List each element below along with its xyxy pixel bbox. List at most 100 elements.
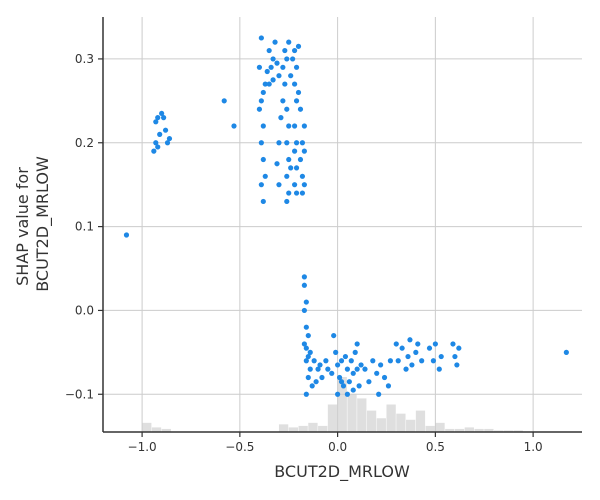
data-point (299, 140, 306, 146)
histogram-bar (406, 419, 416, 432)
data-point (270, 77, 276, 83)
data-point (282, 81, 288, 87)
data-point (319, 374, 325, 381)
data-point (301, 148, 307, 154)
data-point (303, 345, 309, 351)
histogram-bar (161, 428, 171, 432)
data-point (280, 64, 286, 70)
data-point (340, 383, 347, 389)
data-point (260, 198, 266, 205)
data-point (282, 47, 288, 54)
data-point (272, 39, 278, 45)
histogram-bar (386, 404, 396, 432)
data-point (274, 161, 280, 167)
histogram-bar (142, 422, 152, 432)
data-point (399, 345, 405, 351)
data-point (405, 353, 411, 360)
data-point (395, 358, 401, 364)
histogram-bar (376, 418, 386, 432)
data-point (346, 379, 352, 385)
data-point (301, 282, 307, 288)
data-point (260, 123, 266, 129)
data-point (356, 383, 362, 389)
x-tick-label: 0.5 (426, 440, 445, 454)
data-point (301, 274, 307, 280)
x-axis-title: BCUT2D_MRLOW (274, 462, 410, 482)
data-point (362, 366, 368, 372)
data-point (231, 123, 237, 129)
tick-marks (98, 58, 534, 437)
data-point (155, 115, 161, 121)
histogram-bar (513, 430, 523, 432)
data-point (166, 135, 173, 142)
data-point (292, 47, 298, 54)
data-point (311, 358, 317, 364)
data-point (438, 353, 444, 360)
data-point (293, 140, 300, 146)
data-point (256, 106, 263, 112)
y-axis-title: SHAP value for BCUT2D_MRLOW (13, 156, 53, 292)
histogram-bar (435, 422, 445, 432)
data-point (161, 115, 167, 121)
histogram-bar (318, 425, 328, 432)
histogram-bar (415, 410, 426, 432)
y-tick-label: 0.3 (75, 52, 94, 66)
data-point (292, 81, 298, 87)
y-tick-label: 0.1 (75, 220, 94, 234)
data-point (159, 110, 165, 117)
data-point (344, 391, 350, 397)
data-point (313, 379, 319, 385)
data-point (262, 81, 268, 87)
data-point (293, 165, 300, 171)
data-point (286, 39, 292, 45)
data-point (157, 131, 163, 137)
data-point (266, 81, 272, 87)
data-point (299, 173, 306, 179)
data-point (260, 156, 266, 163)
data-point (164, 140, 171, 146)
data-point (409, 362, 415, 368)
data-point (268, 64, 274, 70)
y-tick-label: 0.0 (75, 303, 94, 317)
data-point (336, 374, 343, 381)
data-point (258, 182, 264, 188)
data-point (280, 98, 286, 104)
data-point (350, 370, 356, 376)
data-point (153, 140, 159, 146)
data-point (432, 341, 438, 347)
data-point (295, 89, 302, 96)
data-point (329, 370, 335, 376)
data-point (450, 341, 456, 347)
data-point (303, 324, 309, 330)
data-point (376, 391, 382, 397)
data-point (350, 387, 356, 393)
data-point (456, 345, 462, 351)
data-point (292, 148, 298, 154)
data-point (293, 98, 300, 104)
data-point (258, 35, 264, 41)
data-point (162, 127, 169, 133)
histogram-bar (425, 425, 435, 432)
data-point (293, 190, 300, 196)
histogram-bar (484, 428, 494, 432)
data-point (293, 64, 300, 70)
data-point (303, 391, 309, 397)
data-point (378, 362, 384, 368)
data-point (393, 341, 399, 347)
data-point (276, 73, 282, 79)
data-point (403, 366, 409, 372)
data-point (307, 349, 313, 355)
data-point (288, 73, 294, 79)
data-point (221, 98, 227, 104)
histogram-bar (278, 424, 289, 432)
data-point (303, 299, 309, 305)
data-point (307, 366, 313, 372)
x-tick-label: 0.0 (328, 440, 347, 454)
data-point (286, 156, 292, 163)
data-point (297, 106, 304, 112)
data-point (284, 198, 290, 205)
data-point (338, 358, 345, 364)
data-point (276, 182, 282, 188)
data-point (342, 353, 349, 360)
histogram-bar (396, 413, 406, 432)
